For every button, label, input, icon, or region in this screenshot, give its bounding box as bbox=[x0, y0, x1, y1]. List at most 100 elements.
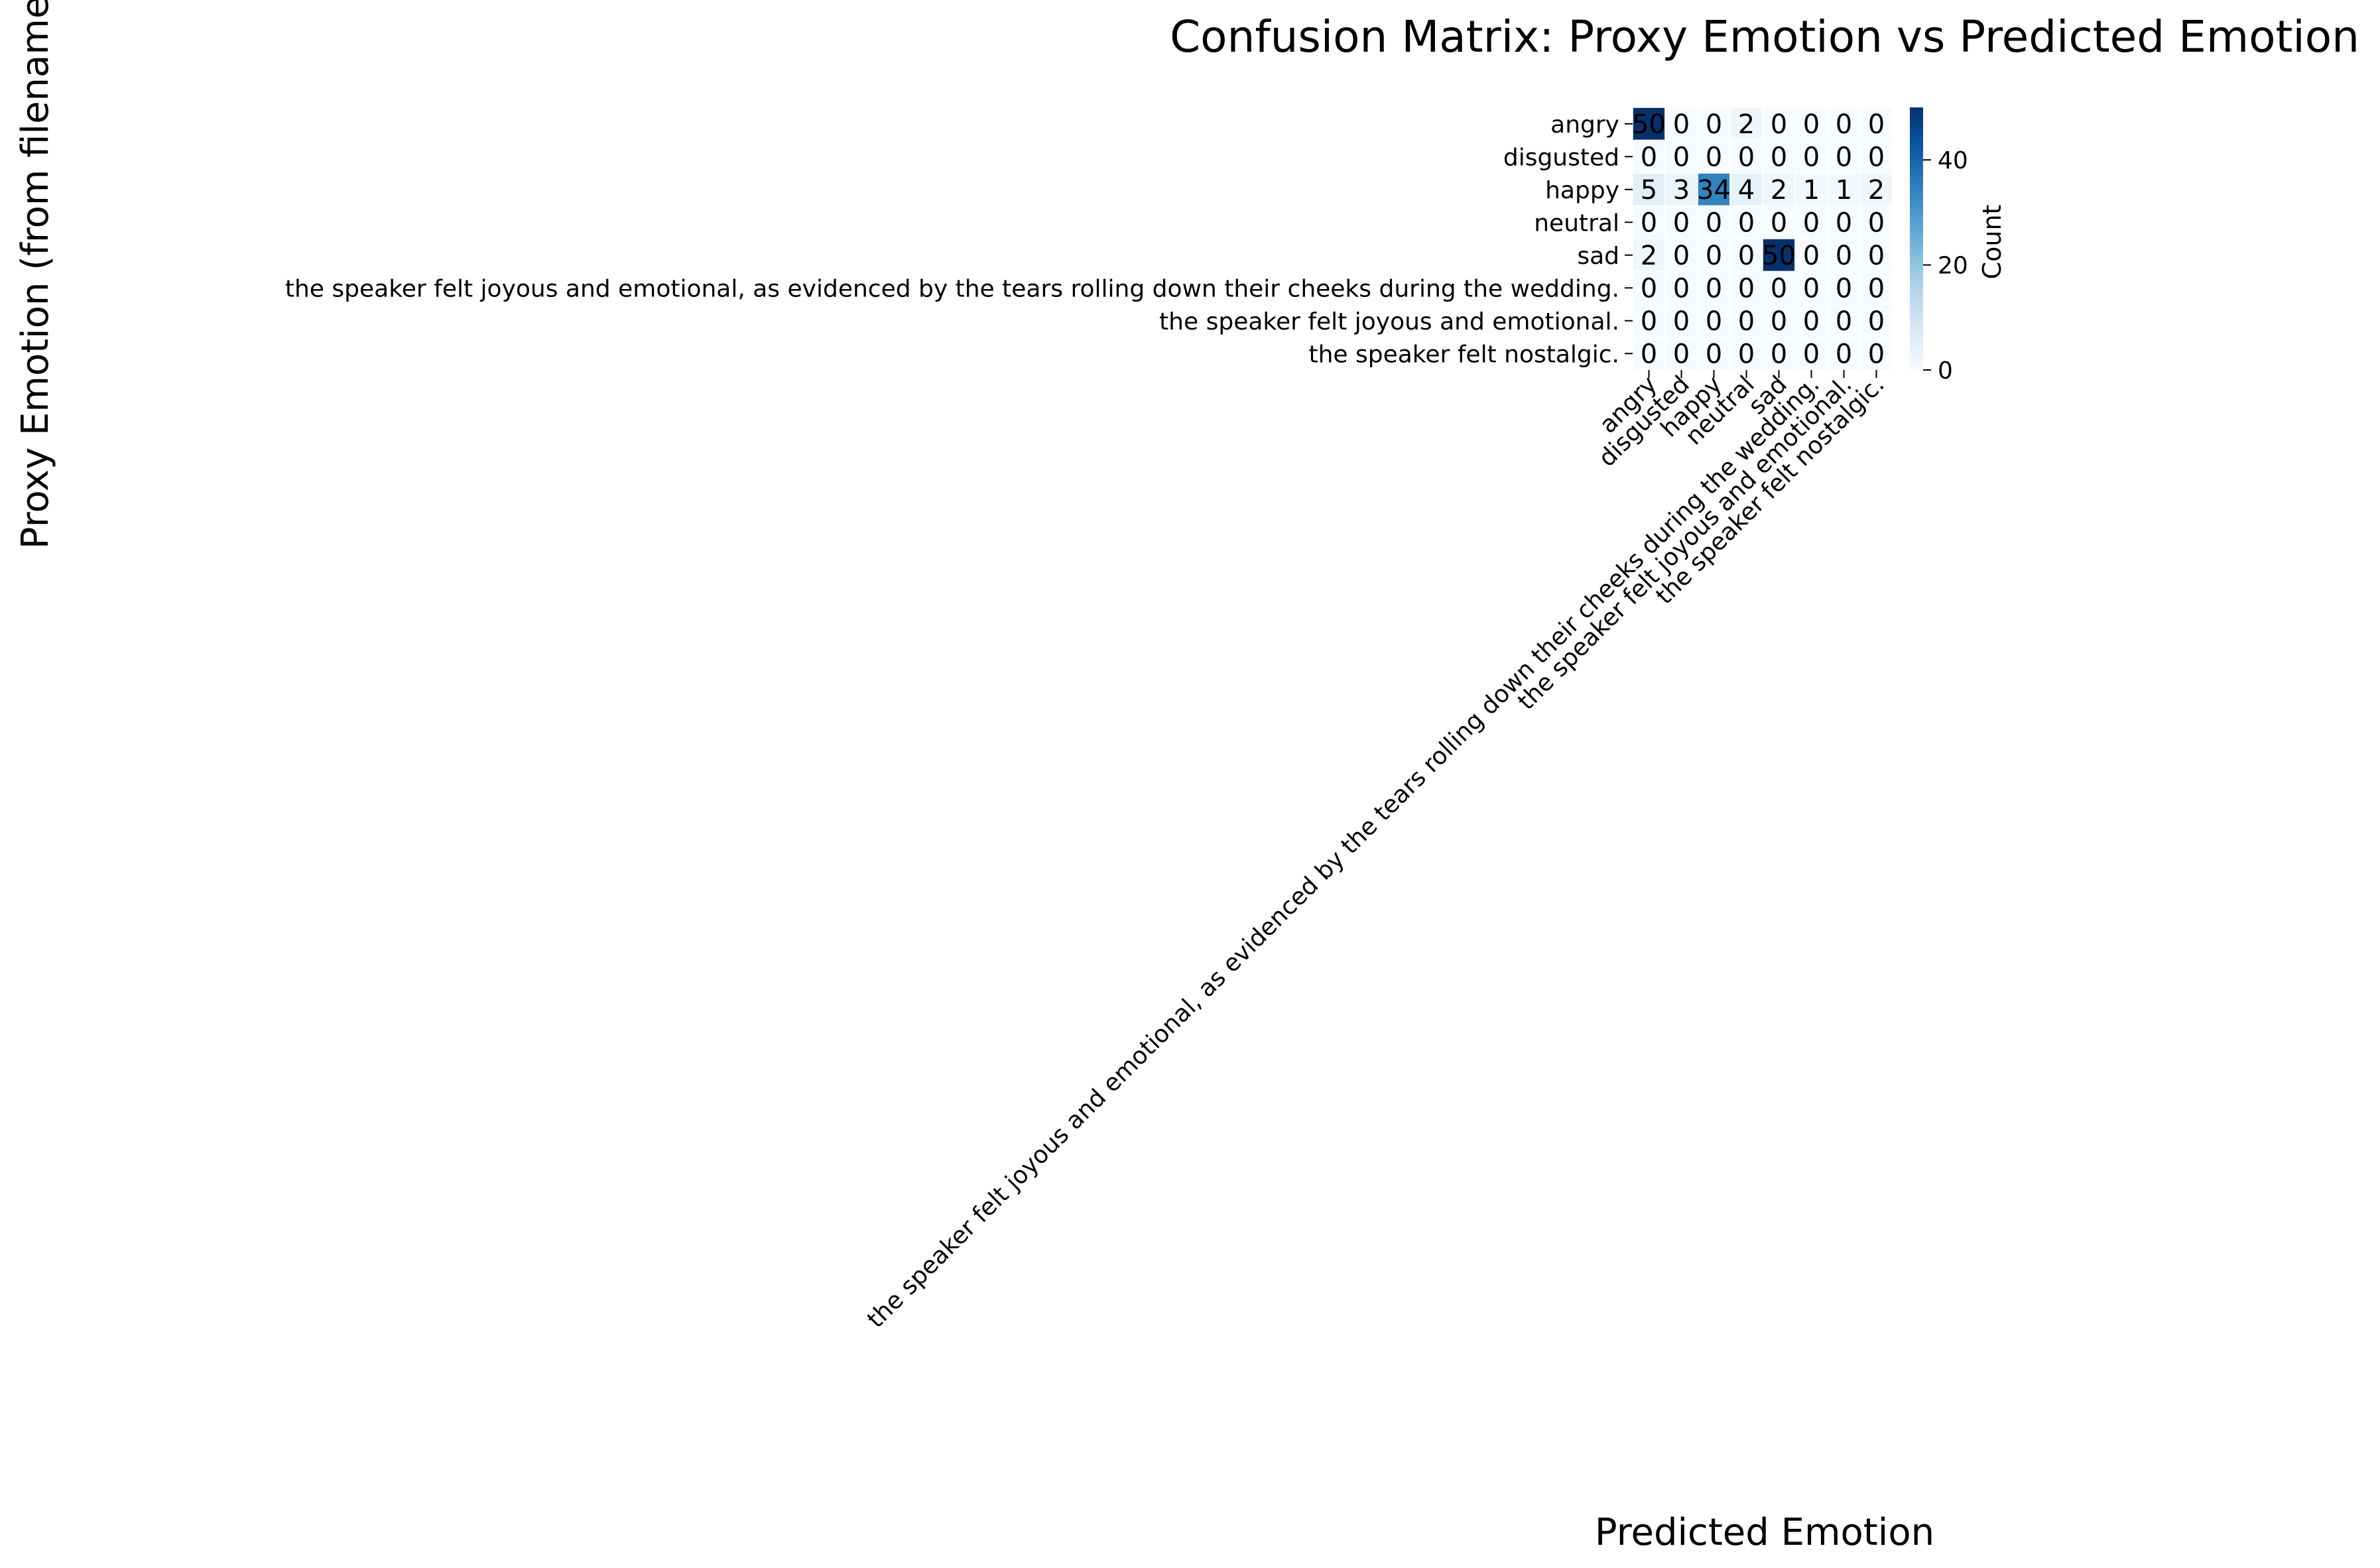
cell-value-label: 0 bbox=[1771, 208, 1787, 238]
heatmap-cell bbox=[1762, 336, 1796, 371]
cell-value-label: 4 bbox=[1738, 175, 1755, 206]
row-tick-labels: angry disgusted happy neutral sad the speaker… bbox=[285, 111, 1633, 368]
colorbar-tick-label: 40 bbox=[1938, 147, 1968, 174]
cell-value-label: 34 bbox=[1697, 175, 1731, 206]
cell-value-label: 0 bbox=[1868, 339, 1885, 369]
cell-value-label: 0 bbox=[1738, 273, 1755, 304]
cell-value-label: 0 bbox=[1738, 208, 1755, 238]
heatmap-cell bbox=[1762, 172, 1796, 207]
cell-value-label: 0 bbox=[1738, 339, 1755, 369]
y-axis-label: Proxy Emotion (from filename) bbox=[14, 0, 57, 549]
colorbar-label: Count bbox=[1977, 205, 2007, 280]
cell-value-label: 0 bbox=[1868, 306, 1885, 337]
heatmap-cell bbox=[1729, 172, 1763, 207]
cell-value-label: 2 bbox=[1771, 175, 1787, 206]
heatmap-cell bbox=[1697, 205, 1731, 239]
heatmap-cell bbox=[1794, 139, 1828, 174]
cell-value-label: 0 bbox=[1803, 208, 1820, 238]
cell-value-label: 0 bbox=[1738, 306, 1755, 337]
cell-value-label: 0 bbox=[1836, 241, 1852, 271]
row-tick-label: sad bbox=[1577, 243, 1619, 270]
heatmap-cell bbox=[1697, 304, 1731, 338]
cell-value-label: 0 bbox=[1641, 306, 1657, 337]
heatmap-cell bbox=[1859, 336, 1893, 371]
heatmap-cell bbox=[1762, 271, 1796, 305]
heatmap-cell bbox=[1664, 107, 1698, 141]
cell-value-label: 0 bbox=[1641, 273, 1657, 304]
heatmap-cell bbox=[1859, 271, 1893, 305]
cell-value-label: 0 bbox=[1673, 241, 1690, 271]
cell-value-label: 0 bbox=[1868, 241, 1885, 271]
heatmap-cell bbox=[1859, 304, 1893, 338]
cell-value-label: 0 bbox=[1836, 339, 1852, 369]
cell-value-label: 0 bbox=[1803, 306, 1820, 337]
cell-value-label: 0 bbox=[1868, 142, 1885, 172]
cell-value-label: 0 bbox=[1803, 273, 1820, 304]
cell-value-label: 0 bbox=[1771, 273, 1787, 304]
heatmap-cell bbox=[1762, 238, 1796, 272]
row-tick-label: the speaker felt nostalgic. bbox=[1308, 341, 1619, 368]
cell-value-label: 0 bbox=[1771, 142, 1787, 172]
cell-value-label: 0 bbox=[1706, 109, 1722, 140]
chart-title: Confusion Matrix: Proxy Emotion vs Predi… bbox=[1170, 11, 2359, 62]
heatmap-cells: 50 0 0 2 0 0 0 00 0 0 0 0 0 0 05 3 34 4 2 1 1 20 0 0 0 0 0 0 02 0 0 0 50… bbox=[1632, 107, 1893, 371]
row-tick-label: the speaker felt joyous and emotional. bbox=[1159, 308, 1619, 335]
heatmap-cell bbox=[1859, 107, 1893, 141]
cell-value-label: 0 bbox=[1673, 142, 1690, 172]
row-tick-label: angry bbox=[1550, 111, 1619, 139]
heatmap-cell bbox=[1664, 139, 1698, 174]
cell-value-label: 0 bbox=[1803, 241, 1820, 271]
colorbar-tick-label: 0 bbox=[1938, 357, 1953, 385]
cell-value-label: 0 bbox=[1706, 339, 1722, 369]
cell-value-label: 0 bbox=[1641, 208, 1657, 238]
heatmap-cell bbox=[1697, 336, 1731, 371]
row-tick-label: happy bbox=[1545, 177, 1619, 204]
colorbar-tick-label: 20 bbox=[1938, 253, 1968, 280]
cell-value-label: 0 bbox=[1868, 109, 1885, 140]
cell-value-label: 2 bbox=[1641, 241, 1657, 271]
cell-value-label: 0 bbox=[1836, 109, 1852, 140]
cell-value-label: 3 bbox=[1673, 175, 1690, 206]
cell-value-label: 0 bbox=[1706, 306, 1722, 337]
cell-value-label: 0 bbox=[1836, 273, 1852, 304]
cell-value-label: 0 bbox=[1706, 142, 1722, 172]
cell-value-label: 0 bbox=[1738, 142, 1755, 172]
heatmap-cell bbox=[1859, 139, 1893, 174]
cell-value-label: 0 bbox=[1641, 142, 1657, 172]
cell-value-label: 0 bbox=[1673, 273, 1690, 304]
cell-value-label: 0 bbox=[1803, 109, 1820, 140]
cell-value-label: 0 bbox=[1706, 241, 1722, 271]
cell-value-label: 0 bbox=[1836, 306, 1852, 337]
heatmap-cell bbox=[1762, 304, 1796, 338]
cell-value-label: 0 bbox=[1803, 142, 1820, 172]
cell-value-label: 2 bbox=[1738, 109, 1755, 140]
heatmap-cell bbox=[1827, 304, 1861, 338]
heatmap-cell bbox=[1664, 271, 1698, 305]
heatmap-cell bbox=[1697, 172, 1731, 207]
cell-value-label: 0 bbox=[1673, 339, 1690, 369]
heatmap-cell bbox=[1794, 271, 1828, 305]
cell-value-label: 0 bbox=[1771, 339, 1787, 369]
heatmap-cell bbox=[1859, 172, 1893, 207]
cell-value-label: 50 bbox=[1632, 109, 1666, 140]
heatmap-cell bbox=[1762, 205, 1796, 239]
cell-value-label: 0 bbox=[1706, 273, 1722, 304]
heatmap-cell bbox=[1827, 271, 1861, 305]
cell-value-label: 0 bbox=[1868, 273, 1885, 304]
colorbar-gradient bbox=[1910, 107, 1923, 370]
heatmap-cell bbox=[1794, 107, 1828, 141]
heatmap-cell bbox=[1664, 304, 1698, 338]
heatmap-cell bbox=[1794, 172, 1828, 207]
cell-value-label: 0 bbox=[1771, 109, 1787, 140]
cell-value-label: 0 bbox=[1868, 208, 1885, 238]
x-axis-label: Predicted Emotion bbox=[1595, 1511, 1934, 1554]
cell-value-label: 0 bbox=[1836, 142, 1852, 172]
row-tick-label: disgusted bbox=[1503, 144, 1619, 171]
row-tick-label: neutral bbox=[1534, 210, 1619, 237]
cell-value-label: 1 bbox=[1803, 175, 1820, 206]
cell-value-label: 5 bbox=[1641, 175, 1657, 206]
column-tick-label: the speaker felt joyous and emotional, a… bbox=[862, 371, 1825, 1333]
cell-value-label: 0 bbox=[1641, 339, 1657, 369]
cell-value-label: 0 bbox=[1771, 306, 1787, 337]
